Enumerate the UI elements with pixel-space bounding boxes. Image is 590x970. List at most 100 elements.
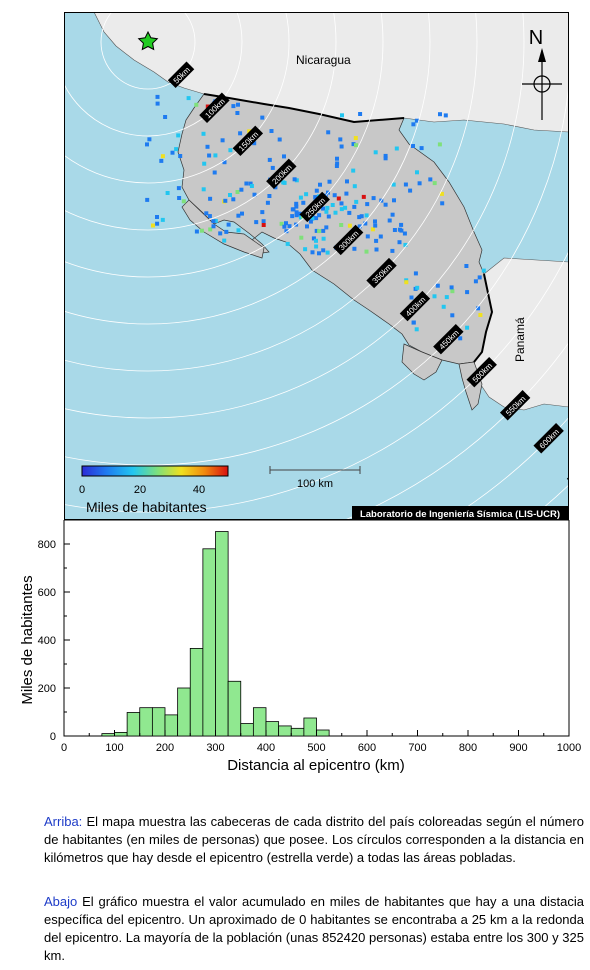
district-point bbox=[252, 141, 257, 146]
district-point bbox=[236, 102, 240, 107]
district-point bbox=[333, 210, 338, 215]
district-point bbox=[458, 336, 463, 341]
district-point bbox=[411, 144, 415, 148]
x-tick-label: 100 bbox=[105, 742, 123, 754]
label-panama: Panamá bbox=[513, 317, 527, 362]
district-point bbox=[151, 223, 155, 228]
district-point bbox=[318, 182, 322, 187]
district-point bbox=[335, 161, 340, 166]
district-point bbox=[176, 133, 181, 138]
caption-top-lead: Arriba: bbox=[44, 814, 83, 829]
district-point bbox=[397, 227, 402, 232]
district-point bbox=[178, 154, 183, 158]
district-point bbox=[419, 146, 424, 151]
distance-ring bbox=[64, 12, 243, 137]
district-point bbox=[199, 228, 204, 233]
district-point bbox=[481, 268, 486, 273]
district-point bbox=[383, 153, 388, 158]
district-point bbox=[409, 295, 414, 300]
district-point bbox=[249, 184, 254, 188]
district-point bbox=[231, 104, 236, 109]
district-point bbox=[181, 199, 186, 204]
district-point bbox=[317, 213, 322, 218]
y-tick-label: 200 bbox=[38, 683, 56, 695]
district-point bbox=[338, 137, 343, 142]
district-point bbox=[298, 215, 303, 220]
histogram-panel: 0 100 200 300 400 500 600 700 800 900 1000 0 200 400… bbox=[0, 520, 590, 780]
district-point bbox=[222, 238, 227, 243]
district-points bbox=[145, 94, 486, 341]
district-point bbox=[374, 247, 379, 252]
district-point bbox=[294, 201, 299, 206]
district-point bbox=[155, 215, 159, 219]
district-point bbox=[392, 228, 397, 232]
caption-top: Arriba: El mapa muestra las cabeceras de… bbox=[44, 813, 584, 867]
district-point bbox=[252, 192, 257, 197]
district-point bbox=[339, 144, 344, 149]
district-point bbox=[352, 246, 357, 251]
district-point bbox=[160, 154, 165, 159]
histogram-bar bbox=[265, 721, 280, 737]
district-point bbox=[321, 228, 326, 233]
district-point bbox=[373, 219, 377, 224]
histogram-bar bbox=[278, 725, 292, 737]
histogram-bar bbox=[316, 729, 330, 737]
y-axis-ticks: 0 200 400 600 800 bbox=[38, 539, 70, 743]
epicenter-map: 50km 100km 150km 200km 250km 300km 350km 400km 4… bbox=[64, 12, 569, 520]
district-point bbox=[326, 130, 331, 135]
district-point bbox=[294, 210, 299, 215]
district-point bbox=[317, 251, 321, 256]
district-point bbox=[165, 191, 170, 195]
district-point bbox=[222, 160, 227, 165]
x-tick-label: 900 bbox=[509, 742, 527, 754]
district-point bbox=[238, 131, 243, 136]
caption-top-text: El mapa muestra las cabeceras de cada di… bbox=[44, 814, 584, 865]
district-point bbox=[402, 231, 407, 236]
district-point bbox=[417, 181, 422, 186]
district-point bbox=[269, 129, 274, 133]
district-point bbox=[378, 234, 383, 239]
histogram-bar bbox=[126, 712, 141, 737]
district-point bbox=[314, 188, 319, 193]
distance-ring bbox=[64, 12, 337, 231]
district-point bbox=[473, 279, 478, 284]
district-point bbox=[343, 205, 348, 210]
district-point bbox=[239, 187, 244, 192]
district-point bbox=[404, 280, 409, 285]
district-point bbox=[336, 196, 341, 201]
district-point bbox=[358, 112, 363, 116]
caption-bottom: Abajo El gráfico muestra el valor acumul… bbox=[44, 893, 584, 965]
district-point bbox=[413, 271, 418, 276]
x-tick-label: 1000 bbox=[557, 742, 581, 754]
district-point bbox=[478, 313, 483, 317]
district-point bbox=[335, 156, 339, 161]
district-point bbox=[399, 222, 404, 227]
district-point bbox=[438, 112, 442, 117]
district-point bbox=[310, 250, 315, 255]
district-point bbox=[282, 224, 287, 229]
district-point bbox=[226, 222, 231, 227]
district-point bbox=[207, 214, 212, 219]
district-point bbox=[351, 168, 356, 173]
district-point bbox=[310, 216, 315, 221]
district-point bbox=[392, 198, 396, 203]
district-point bbox=[247, 129, 252, 134]
histogram-bar bbox=[114, 731, 128, 737]
district-point bbox=[364, 213, 369, 218]
colorbar-tick: 0 bbox=[79, 484, 85, 496]
district-point bbox=[147, 137, 152, 142]
district-point bbox=[284, 229, 289, 234]
histogram-bar bbox=[139, 707, 153, 737]
district-point bbox=[212, 170, 217, 175]
district-point bbox=[347, 223, 352, 228]
y-tick-label: 800 bbox=[38, 539, 56, 551]
district-point bbox=[411, 320, 416, 325]
histogram-bar bbox=[202, 548, 216, 737]
district-point bbox=[477, 275, 482, 280]
district-point bbox=[282, 154, 286, 159]
district-point bbox=[291, 207, 296, 212]
district-point bbox=[211, 219, 216, 224]
district-point bbox=[344, 191, 349, 196]
district-point bbox=[364, 249, 369, 254]
district-point bbox=[287, 224, 292, 229]
